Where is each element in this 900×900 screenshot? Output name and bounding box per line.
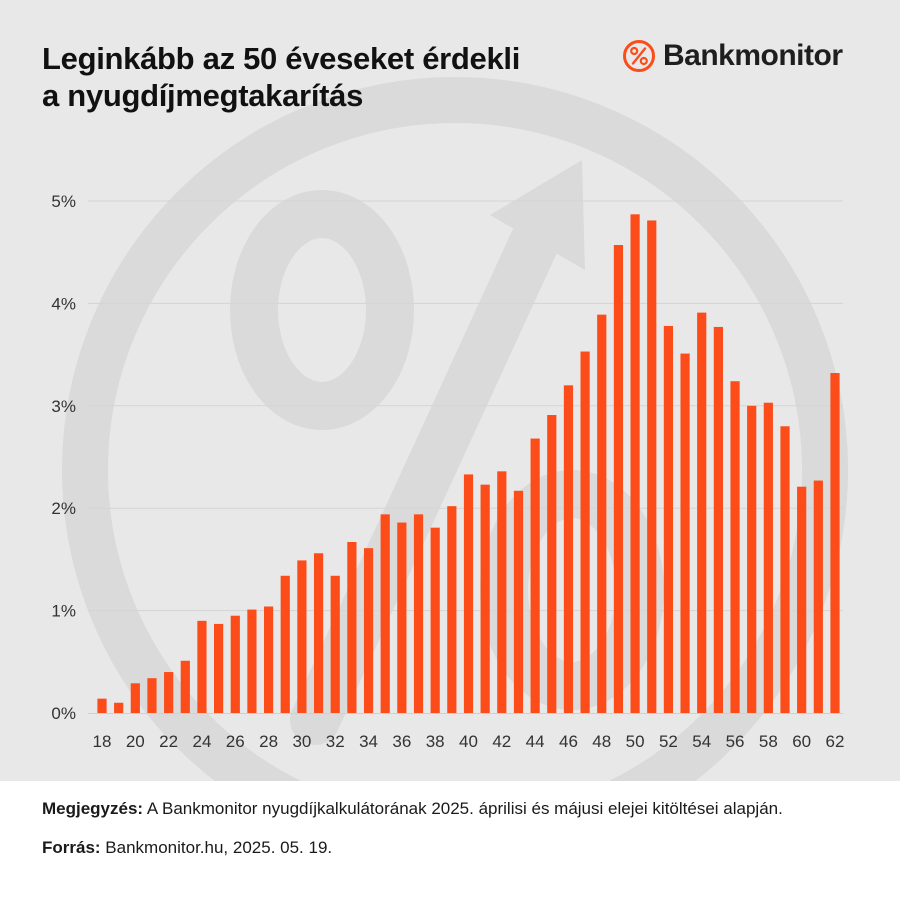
bar-age-58	[763, 402, 773, 713]
bar-age-49	[613, 245, 624, 713]
bar-age-34	[363, 548, 374, 713]
bar-age-32	[330, 575, 340, 713]
chart-title-line-2: a nyugdíjmegtakarítás	[42, 78, 364, 113]
chart-title-line-1: Leginkább az 50 éveseket érdekli	[42, 41, 521, 76]
bar-age-23	[180, 660, 190, 713]
note-body: A Bankmonitor nyugdíjkalkulátorának 2025…	[143, 799, 783, 818]
bar-age-52	[663, 325, 674, 713]
y-tick-label: 5%	[51, 192, 76, 211]
x-tick-label: 34	[359, 732, 378, 751]
x-tick-label: 50	[626, 732, 645, 751]
x-tick-label: 48	[592, 732, 611, 751]
bar-age-28	[263, 606, 274, 713]
bar-age-24	[197, 620, 207, 713]
percent-circle-icon	[623, 40, 655, 72]
x-tick-label: 62	[826, 732, 845, 751]
bar-age-44	[530, 438, 540, 713]
bar-age-61	[813, 480, 823, 713]
bar-age-60	[797, 486, 807, 713]
x-tick-label: 60	[792, 732, 811, 751]
x-tick-label: 24	[192, 732, 211, 751]
bar-age-46	[563, 385, 574, 713]
x-tick-label: 54	[692, 732, 711, 751]
bar-age-56	[730, 381, 740, 713]
bar-age-48	[597, 314, 607, 713]
bar-chart: 0% 1% 2% 3% 4% 5% 18 20 22 24 26 28 30 32 34 36 38 40 42 44…	[51, 192, 845, 751]
bar-age-20	[130, 683, 140, 713]
x-tick-label: 44	[526, 732, 545, 751]
x-tick-label: 40	[459, 732, 478, 751]
bar-age-50	[630, 214, 640, 713]
bar-age-31	[313, 553, 324, 713]
x-tick-label: 52	[659, 732, 678, 751]
source-body: Bankmonitor.hu, 2025. 05. 19.	[100, 838, 333, 857]
bar-age-22	[164, 672, 174, 713]
source-label: Forrás:	[42, 838, 101, 857]
y-tick-label: 2%	[51, 499, 76, 518]
footnotes: Megjegyzés: A Bankmonitor nyugdíjkalkulá…	[42, 798, 842, 858]
x-tick-label: 42	[492, 732, 511, 751]
y-tick-label: 1%	[51, 602, 76, 621]
bar-age-45	[547, 415, 557, 713]
chart-panel: Leginkább az 50 éveseket érdekli a nyugd…	[0, 0, 900, 781]
bar-age-55	[713, 326, 723, 713]
bar-age-36	[397, 522, 407, 713]
x-tick-label: 46	[559, 732, 578, 751]
bar-age-26	[230, 615, 240, 713]
source-text: Forrás: Bankmonitor.hu, 2025. 05. 19.	[42, 837, 842, 858]
x-tick-label: 18	[93, 732, 112, 751]
brand-logo: Bankmonitor	[622, 38, 843, 74]
bar-age-30	[297, 560, 307, 713]
x-tick-label: 26	[226, 732, 245, 751]
bar-age-19	[114, 702, 124, 713]
x-tick-label: 38	[426, 732, 445, 751]
bar-age-27	[247, 609, 257, 713]
bar-age-37	[413, 514, 424, 713]
x-tick-label: 20	[126, 732, 145, 751]
y-tick-label: 3%	[51, 397, 76, 416]
x-tick-label: 58	[759, 732, 778, 751]
x-tick-label: 56	[726, 732, 745, 751]
bar-age-47	[580, 351, 590, 713]
note-text: Megjegyzés: A Bankmonitor nyugdíjkalkulá…	[42, 798, 842, 819]
bar-age-62	[830, 373, 840, 713]
bar-age-35	[380, 514, 390, 713]
bar-age-18	[97, 698, 107, 713]
bar-age-43	[513, 490, 524, 713]
bar-age-40	[463, 474, 474, 713]
bar-age-33	[347, 541, 357, 713]
bar-age-21	[147, 678, 157, 713]
bar-age-57	[747, 405, 757, 713]
x-tick-label: 30	[292, 732, 311, 751]
x-tick-label: 32	[326, 732, 345, 751]
bar-age-42	[497, 471, 507, 713]
bar-age-53	[680, 353, 690, 713]
chart-title: Leginkább az 50 éveseket érdekli a nyugd…	[42, 40, 602, 114]
bar-age-38	[430, 527, 440, 713]
bar-age-51	[647, 220, 657, 713]
bar-age-59	[780, 426, 790, 713]
bar-age-29	[280, 575, 290, 713]
brand-logo-text: Bankmonitor	[663, 39, 843, 72]
y-tick-label: 0%	[51, 704, 76, 723]
y-tick-label: 4%	[51, 294, 76, 313]
note-label: Megjegyzés:	[42, 799, 144, 818]
x-tick-label: 28	[259, 732, 278, 751]
bar-age-54	[697, 312, 707, 713]
x-tick-label: 22	[159, 732, 178, 751]
bar-age-25	[214, 623, 224, 713]
x-tick-label: 36	[392, 732, 411, 751]
bar-age-39	[447, 506, 457, 713]
bar-age-41	[480, 484, 490, 713]
